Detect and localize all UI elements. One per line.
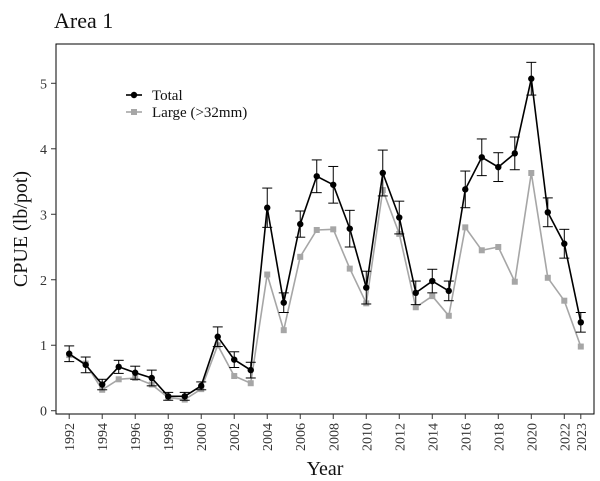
y-axis: 0 1 2 3 4 5 bbox=[40, 77, 56, 420]
data-point bbox=[495, 244, 502, 251]
x-tick-label: 2002 bbox=[228, 423, 243, 451]
x-tick-label: 1992 bbox=[63, 423, 78, 451]
data-point bbox=[511, 278, 518, 285]
y-tick-label: 0 bbox=[40, 405, 47, 420]
data-point bbox=[462, 224, 469, 231]
series-large bbox=[66, 170, 584, 403]
plot-frame bbox=[55, 43, 595, 415]
data-point bbox=[528, 170, 535, 177]
data-point bbox=[115, 376, 122, 383]
data-point bbox=[363, 284, 370, 291]
x-tick-label: 1996 bbox=[129, 423, 144, 451]
data-point bbox=[132, 369, 139, 376]
x-tick-label: 2022 bbox=[558, 423, 573, 451]
y-tick-label: 1 bbox=[40, 339, 47, 354]
x-tick-label: 2006 bbox=[294, 423, 309, 451]
data-point bbox=[412, 304, 419, 311]
legend-label: Total bbox=[152, 88, 183, 104]
data-point bbox=[280, 299, 287, 306]
data-point bbox=[561, 297, 568, 304]
data-point bbox=[412, 289, 419, 297]
data-point bbox=[544, 274, 551, 281]
data-point bbox=[330, 226, 337, 233]
x-tick-label: 2020 bbox=[525, 423, 540, 451]
data-point bbox=[528, 75, 535, 82]
legend-marker bbox=[130, 91, 138, 99]
legend-marker bbox=[131, 109, 137, 115]
data-point bbox=[478, 247, 485, 254]
data-point bbox=[280, 327, 287, 334]
data-point bbox=[561, 240, 568, 247]
chart-title: Area 1 bbox=[54, 8, 113, 33]
data-point bbox=[313, 226, 320, 233]
data-point bbox=[181, 393, 188, 400]
y-axis-title: CPUE (lb/pot) bbox=[10, 171, 32, 287]
y-tick-label: 4 bbox=[40, 143, 47, 158]
data-point bbox=[297, 253, 304, 260]
x-tick-label: 2018 bbox=[492, 423, 507, 451]
data-point bbox=[330, 181, 337, 188]
data-point bbox=[231, 356, 238, 363]
data-point bbox=[82, 361, 89, 369]
legend-label: Large (>32mm) bbox=[152, 105, 247, 121]
x-tick-label: 1998 bbox=[162, 423, 177, 451]
x-tick-label: 2000 bbox=[195, 423, 210, 451]
data-point bbox=[544, 209, 551, 216]
x-tick-label: 2016 bbox=[459, 423, 474, 451]
x-tick-label: 1994 bbox=[96, 423, 111, 451]
data-point bbox=[297, 220, 304, 228]
data-point bbox=[346, 225, 353, 232]
x-tick-label: 2023 bbox=[575, 423, 590, 451]
data-point bbox=[577, 343, 584, 350]
series-total bbox=[64, 61, 586, 401]
data-point bbox=[462, 186, 469, 193]
x-tick-label: 2008 bbox=[327, 423, 342, 451]
data-point bbox=[231, 373, 238, 380]
data-point bbox=[478, 154, 485, 161]
data-point bbox=[379, 169, 386, 177]
data-point bbox=[214, 333, 221, 340]
data-point bbox=[445, 312, 452, 319]
data-point bbox=[198, 382, 205, 390]
data-point bbox=[346, 265, 353, 272]
data-point bbox=[577, 319, 584, 326]
x-tick-label: 2012 bbox=[393, 423, 408, 451]
y-tick-label: 5 bbox=[40, 77, 47, 92]
series-line bbox=[68, 78, 582, 398]
y-tick-label: 3 bbox=[40, 208, 47, 223]
data-point bbox=[445, 287, 452, 295]
data-point bbox=[66, 350, 73, 357]
series-layer bbox=[64, 61, 586, 403]
data-point bbox=[511, 150, 518, 157]
x-tick-label: 2004 bbox=[261, 423, 276, 451]
data-point bbox=[313, 173, 320, 180]
data-point bbox=[247, 380, 254, 387]
x-axis-title: Year bbox=[307, 458, 344, 480]
data-point bbox=[264, 204, 271, 211]
data-point bbox=[495, 163, 502, 171]
data-point bbox=[396, 214, 403, 221]
data-point bbox=[165, 393, 172, 400]
data-point bbox=[115, 363, 122, 371]
data-point bbox=[148, 374, 155, 382]
data-point bbox=[429, 293, 436, 300]
y-tick-label: 2 bbox=[40, 274, 47, 289]
data-point bbox=[264, 271, 271, 278]
x-tick-label: 2014 bbox=[426, 423, 441, 451]
data-point bbox=[429, 277, 436, 285]
series-line bbox=[68, 172, 582, 401]
data-point bbox=[99, 381, 106, 388]
data-point bbox=[247, 366, 254, 374]
x-tick-label: 2010 bbox=[360, 423, 375, 451]
x-axis: 1992 1994 1996 1998 2000 2002 2004 2006 2008 2010… bbox=[63, 414, 590, 451]
